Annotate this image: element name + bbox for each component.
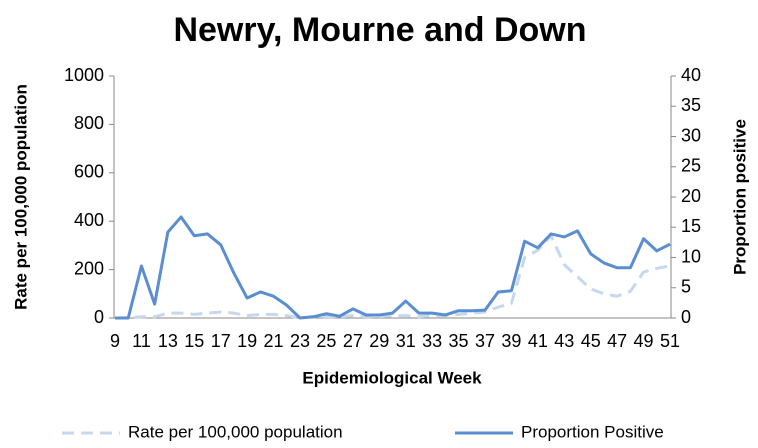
x-tick-label: 17	[211, 331, 231, 351]
x-tick-label: 27	[343, 331, 363, 351]
x-tick-label: 19	[237, 331, 257, 351]
y2-tick-label: 5	[681, 277, 691, 297]
x-tick-label: 41	[528, 331, 548, 351]
x-tick-label: 49	[634, 331, 654, 351]
x-tick-label: 31	[396, 331, 416, 351]
y2-tick-label: 15	[681, 216, 701, 236]
y2-tick-label: 20	[681, 186, 701, 206]
x-tick-label: 39	[501, 331, 521, 351]
y-tick-label: 400	[74, 210, 104, 230]
x-tick-label: 23	[290, 331, 310, 351]
y2-tick-label: 10	[681, 246, 701, 266]
y2-tick-label: 30	[681, 125, 701, 145]
y-tick-label: 600	[74, 162, 104, 182]
x-tick-label: 9	[110, 331, 120, 351]
y-tick-label: 1000	[64, 65, 104, 85]
y2-tick-label: 40	[681, 65, 701, 85]
x-tick-label: 37	[475, 331, 495, 351]
x-tick-label: 47	[607, 331, 627, 351]
x-tick-label: 25	[316, 331, 336, 351]
y-tick-label: 200	[74, 258, 104, 278]
x-tick-label: 11	[132, 331, 151, 351]
x-tick-label: 43	[554, 331, 574, 351]
legend-label: Proportion Positive	[521, 422, 664, 441]
y2-tick-label: 25	[681, 156, 701, 176]
x-tick-label: 51	[660, 331, 680, 351]
x-tick-label: 21	[264, 331, 284, 351]
y-tick-label: 800	[74, 113, 104, 133]
y2-tick-label: 35	[681, 95, 701, 115]
x-tick-label: 33	[422, 331, 442, 351]
legend-label: Rate per 100,000 population	[128, 422, 343, 441]
x-tick-label: 45	[581, 331, 601, 351]
series-line	[115, 215, 671, 320]
x-axis-title: Epidemiological Week	[302, 368, 482, 387]
x-tick-label: 13	[158, 331, 178, 351]
x-tick-label: 15	[184, 331, 204, 351]
y2-tick-label: 0	[681, 307, 691, 327]
y-tick-label: 0	[94, 307, 104, 327]
x-tick-label: 29	[369, 331, 389, 351]
y-axis-title: Rate per 100,000 population	[11, 84, 30, 310]
y2-axis-title: Proportion positive	[730, 119, 749, 275]
x-tick-label: 35	[449, 331, 469, 351]
chart-title: Newry, Mourne and Down	[173, 11, 586, 49]
